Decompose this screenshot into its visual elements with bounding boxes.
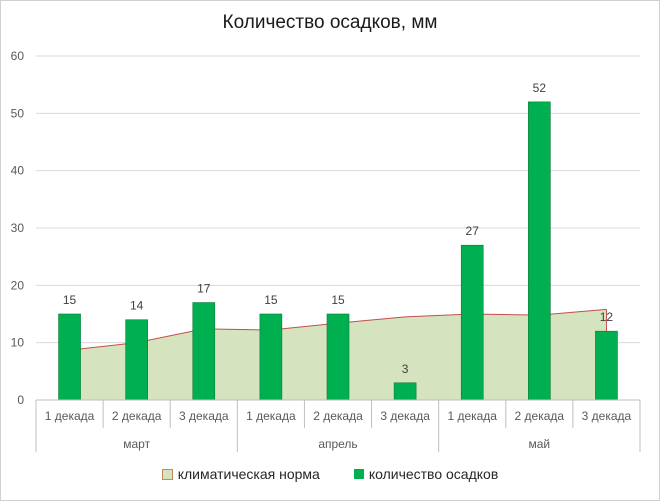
y-tick-label: 50 xyxy=(11,106,25,120)
bar-data-label: 17 xyxy=(197,282,211,296)
bar-data-label: 15 xyxy=(63,293,77,307)
bar-precipitation xyxy=(393,382,417,401)
legend-label-norm: климатическая норма xyxy=(177,466,320,482)
x-category-label: 1 декада xyxy=(447,409,497,423)
bar-data-label: 14 xyxy=(130,299,144,313)
bar-precipitation xyxy=(58,313,81,401)
x-category-label: 2 декада xyxy=(515,409,565,423)
bar-precipitation xyxy=(528,101,551,401)
y-tick-label: 0 xyxy=(17,393,24,407)
y-tick-label: 40 xyxy=(11,164,25,178)
bar-precipitation xyxy=(326,313,350,401)
chart-legend: климатическая норма количество осадков xyxy=(0,466,660,482)
y-tick-label: 60 xyxy=(11,49,25,63)
legend-swatch-norm xyxy=(161,468,173,480)
bar-data-label: 15 xyxy=(264,293,278,307)
bar-data-label: 3 xyxy=(402,362,409,376)
bar-data-label: 52 xyxy=(533,81,547,95)
y-tick-label: 30 xyxy=(11,221,25,235)
x-category-label: 3 декада xyxy=(582,409,632,423)
x-group-label: март xyxy=(123,437,150,451)
y-tick-label: 10 xyxy=(11,336,25,350)
bar-precipitation xyxy=(595,330,618,401)
legend-item-precip: количество осадков xyxy=(353,466,499,482)
bar-data-label: 27 xyxy=(466,224,480,238)
chart-title: Количество осадков, мм xyxy=(222,12,438,33)
y-tick-label: 20 xyxy=(11,278,25,292)
bar-data-label: 12 xyxy=(600,310,614,324)
x-category-label: 3 декада xyxy=(380,409,430,423)
bar-precipitation xyxy=(192,302,216,401)
x-group-label: апрель xyxy=(318,437,357,451)
legend-label-precip: количество осадков xyxy=(368,466,499,482)
x-category-label: 1 декада xyxy=(246,409,296,423)
x-group-label: май xyxy=(529,437,551,451)
bar-precipitation xyxy=(460,244,484,401)
bar-precipitation xyxy=(259,313,283,401)
bar-data-label: 15 xyxy=(331,293,345,307)
legend-swatch-precip xyxy=(353,469,364,479)
x-category-label: 3 декада xyxy=(179,409,229,423)
x-category-label: 2 декада xyxy=(313,409,363,423)
x-category-label: 2 декада xyxy=(112,409,162,423)
bar-precipitation xyxy=(125,319,148,401)
legend-item-norm: климатическая норма xyxy=(161,466,320,482)
x-category-label: 1 декада xyxy=(45,409,95,423)
